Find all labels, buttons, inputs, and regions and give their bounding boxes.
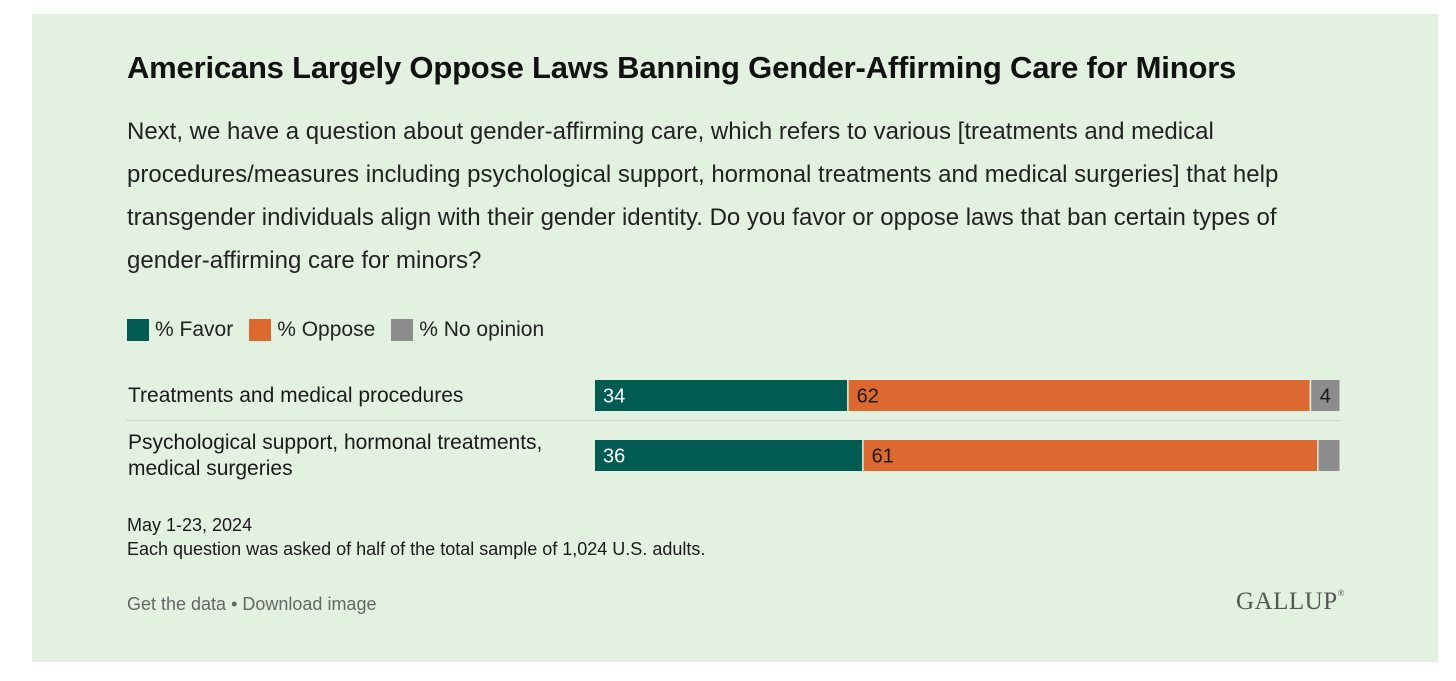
data-label-favor-row-2: 36 <box>603 446 625 468</box>
survey-question: Next, we have a question about gender-af… <box>127 118 1279 274</box>
download-image-link[interactable]: Download image <box>242 594 377 614</box>
legend-swatch-oppose <box>249 319 272 341</box>
bar-no-opinion-row-2 <box>1318 440 1340 471</box>
data-label-no-opinion-row-1: 4 <box>1320 386 1331 408</box>
chart-title: Americans Largely Oppose Laws Banning Ge… <box>127 50 1237 85</box>
legend: % Favor % Oppose % No opinion <box>127 317 544 343</box>
sample-note: Each question was asked of half of the t… <box>127 539 706 559</box>
legend-label-no-opinion: % No opinion <box>419 318 545 341</box>
bar-oppose-row-1 <box>848 380 1310 411</box>
row-label-treatments: Treatments and medical procedures <box>128 384 464 407</box>
data-label-oppose-row-2: 61 <box>872 446 894 468</box>
bar-no-opinion-row-1 <box>1311 380 1340 411</box>
get-data-link[interactable]: Get the data <box>127 594 227 614</box>
link-separator: • <box>226 594 243 614</box>
legend-item-oppose: % Oppose <box>249 318 375 342</box>
row-divider <box>127 420 1341 421</box>
logo-registered-mark: ® <box>1337 588 1345 598</box>
footer-links: Get the data • Download image <box>127 594 376 615</box>
legend-item-no-opinion: % No opinion <box>391 318 544 342</box>
legend-swatch-favor <box>127 319 149 341</box>
gallup-logo-text: GALLUP <box>1236 588 1338 615</box>
bar-oppose-row-2 <box>863 440 1318 471</box>
legend-item-favor: % Favor <box>127 318 233 342</box>
legend-label-favor: % Favor <box>155 318 234 341</box>
row-label-psychological: Psychological support, hormonal treatmen… <box>128 431 543 480</box>
data-label-favor-row-1: 34 <box>603 386 625 408</box>
legend-swatch-no-opinion <box>391 319 414 341</box>
gallup-logo: GALLUP® <box>1236 588 1345 616</box>
data-label-oppose-row-1: 62 <box>857 386 879 408</box>
legend-label-oppose: % Oppose <box>277 318 376 341</box>
bar-favor-row-2 <box>595 440 863 471</box>
survey-date: May 1-23, 2024 <box>127 515 253 535</box>
bar-favor-row-1 <box>595 380 848 411</box>
